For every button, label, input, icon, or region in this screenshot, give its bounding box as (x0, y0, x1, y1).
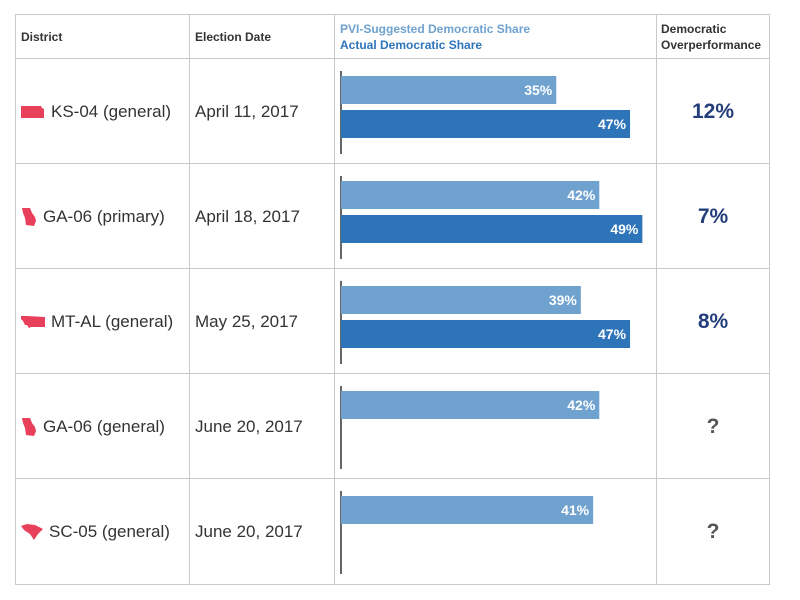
row-divider (15, 268, 770, 269)
actual-share-bar (341, 320, 631, 348)
overperformance-header-line1: Democratic (661, 22, 727, 36)
pvi-share-label: 39% (549, 292, 578, 308)
actual-share-bar (341, 110, 631, 138)
election-date: April 11, 2017 (195, 101, 299, 121)
election-date: June 20, 2017 (195, 521, 303, 541)
overperformance-value: ? (706, 519, 720, 543)
table-border-right (769, 14, 770, 585)
georgia-state-icon (22, 417, 36, 436)
district-name: GA-06 (general) (43, 416, 165, 436)
district-cell: SC-05 (general) (21, 479, 170, 584)
pvi-share-bar (341, 496, 594, 524)
south-carolina-state-icon (21, 523, 43, 540)
kansas-state-icon (21, 105, 44, 118)
election-date: April 18, 2017 (195, 206, 300, 226)
table-border-bottom (15, 584, 770, 585)
actual-share-bar (341, 215, 643, 243)
overperformance-value: 8% (697, 309, 729, 333)
header-divider (15, 58, 770, 59)
district-cell: GA-06 (primary) (21, 164, 165, 269)
overperformance-value: ? (706, 414, 720, 438)
date-column-header: Election Date (195, 30, 272, 44)
pvi-share-label: 41% (561, 502, 590, 518)
column-divider (189, 14, 190, 585)
district-name: GA-06 (primary) (43, 206, 165, 226)
row-divider (15, 373, 770, 374)
district-name: SC-05 (general) (49, 521, 170, 541)
actual-share-label: 47% (598, 326, 627, 342)
pvi-share-label: 42% (567, 397, 596, 413)
pvi-share-label: 35% (524, 82, 553, 98)
column-divider (334, 14, 335, 585)
district-name: KS-04 (general) (51, 101, 172, 121)
district-cell: GA-06 (general) (21, 374, 165, 479)
pvi-share-bar (341, 391, 600, 419)
district-name: MT-AL (general) (51, 311, 174, 331)
column-divider (656, 14, 657, 585)
district-cell: MT-AL (general) (21, 269, 173, 374)
election-date: May 25, 2017 (195, 311, 299, 331)
pvi-legend-label: PVI-Suggested Democratic Share (340, 22, 531, 36)
pvi-share-bar (341, 76, 557, 104)
district-cell: KS-04 (general) (21, 59, 171, 164)
georgia-state-icon (22, 207, 36, 226)
district-column-header: District (21, 30, 63, 44)
election-date: June 20, 2017 (195, 416, 303, 436)
pvi-share-bar (341, 181, 600, 209)
pvi-share-label: 42% (567, 187, 596, 203)
table-border-left (15, 14, 16, 585)
overperformance-header-line2: Overperformance (661, 38, 762, 52)
actual-share-label: 49% (610, 221, 639, 237)
actual-legend-label: Actual Democratic Share (340, 38, 483, 52)
overperformance-value: 7% (697, 204, 729, 228)
pvi-share-bar (341, 286, 581, 314)
actual-share-label: 47% (598, 116, 627, 132)
table-border-top (15, 14, 770, 15)
overperformance-value: 12% (691, 99, 735, 123)
row-divider (15, 163, 770, 164)
row-divider (15, 478, 770, 479)
montana-state-icon (21, 315, 45, 328)
